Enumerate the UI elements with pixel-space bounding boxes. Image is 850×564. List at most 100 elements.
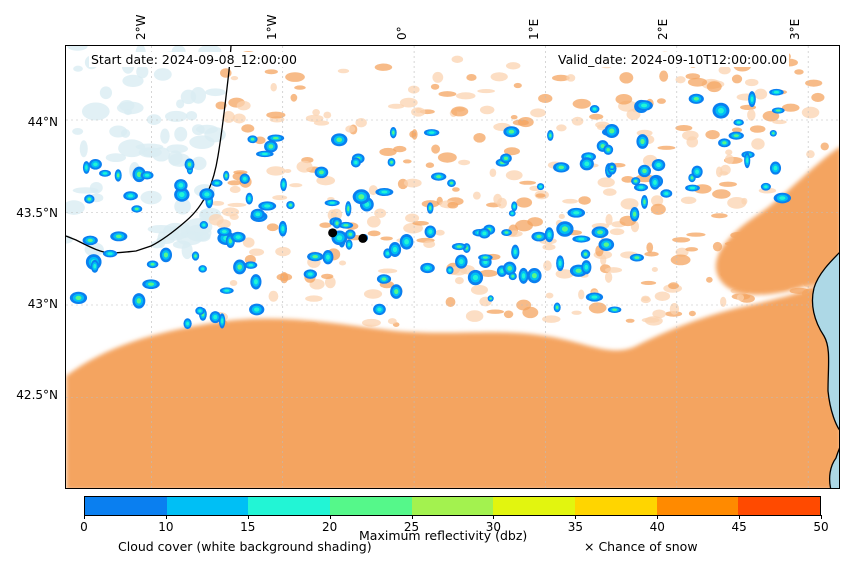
cell-core	[221, 230, 227, 234]
colorbar-tick-label: 50	[813, 520, 829, 534]
reflectivity-cell	[712, 102, 730, 119]
sea-speckle	[118, 139, 146, 158]
cell-core	[307, 272, 313, 276]
cloud-speckle	[242, 237, 255, 248]
cloud-speckle	[686, 232, 706, 237]
cloud-speckle	[731, 127, 743, 133]
cloud-speckle	[285, 72, 305, 82]
reflectivity-cells	[69, 88, 792, 330]
cloud-speckle	[731, 74, 743, 84]
cell-core	[428, 131, 435, 134]
cloud-speckle	[402, 159, 412, 164]
reflectivity-cell	[430, 172, 447, 181]
map-panel[interactable]	[65, 45, 840, 489]
cell-core	[664, 192, 669, 196]
reflectivity-cell	[685, 184, 700, 192]
cloud-speckle	[605, 267, 623, 273]
cloud-speckle	[805, 79, 823, 87]
cloud-speckle	[432, 71, 444, 83]
reflectivity-cell	[195, 306, 205, 315]
cell-core	[87, 197, 92, 201]
cloud-speckle	[619, 72, 634, 84]
cell-core	[348, 232, 353, 236]
cloud-speckle	[324, 276, 336, 289]
sea-speckle	[73, 65, 83, 72]
reflectivity-cell	[503, 126, 520, 138]
cloud-speckle	[725, 149, 733, 156]
reflectivity-cell	[174, 187, 190, 202]
reflectivity-cell	[455, 254, 468, 269]
reflectivity-cell	[511, 201, 518, 212]
cell-core	[428, 229, 433, 234]
cloud-speckle	[479, 269, 498, 277]
colorbar-segment	[330, 497, 412, 515]
reflectivity-cell	[278, 220, 288, 237]
reflectivity-cell	[159, 247, 173, 263]
cell-core	[319, 170, 324, 175]
cloud-speckle	[675, 76, 686, 84]
reflectivity-cell	[508, 210, 516, 217]
colorbar-tick-label: 0	[80, 520, 88, 534]
cloud-speckle	[538, 93, 553, 103]
lat-label-44n: 44°N	[27, 115, 58, 129]
map-canvas[interactable]	[66, 46, 840, 489]
cloud-speckle	[566, 74, 576, 82]
colorbar-tickmark	[329, 515, 331, 519]
cloud-speckle	[294, 85, 306, 90]
sea-speckle	[153, 68, 172, 81]
cloud-speckle	[545, 292, 554, 299]
reflectivity-cell	[399, 233, 414, 250]
reflectivity-cell	[250, 274, 262, 290]
cloud-speckle	[227, 180, 242, 186]
cloud-speckle	[806, 150, 815, 159]
cloud-speckle	[296, 160, 313, 173]
cloud-speckle	[644, 251, 659, 257]
cell-core	[482, 231, 487, 236]
reflectivity-cell	[508, 272, 517, 281]
reflectivity-cell	[211, 179, 223, 187]
cloud-speckle	[751, 138, 765, 150]
cell-core	[656, 162, 661, 168]
cloud-speckle	[542, 315, 561, 323]
cloud-speckle	[602, 188, 617, 196]
cloud-speckle	[387, 103, 405, 109]
cloud-speckle	[513, 82, 522, 89]
cloud-speckle	[659, 70, 669, 82]
lon-label-0: 0°	[395, 26, 409, 40]
cloud-speckle	[668, 282, 680, 290]
reflectivity-cell	[424, 225, 437, 239]
colorbar-segment	[575, 497, 657, 515]
reflectivity-cell	[580, 249, 591, 259]
reflectivity-cell	[303, 269, 317, 279]
cell-core	[583, 252, 588, 256]
reflectivity-cell	[314, 166, 329, 179]
cloud-speckle	[465, 310, 484, 322]
reflectivity-cell	[502, 261, 517, 276]
reflectivity-cell	[345, 201, 352, 217]
reflectivity-cell	[553, 162, 570, 173]
cell-core	[504, 231, 509, 234]
cloud-speckle	[319, 222, 332, 228]
reflectivity-cell	[376, 274, 392, 284]
reflectivity-cell	[82, 161, 90, 174]
sea-speckle	[119, 100, 135, 112]
colorbar-tickmark	[165, 515, 167, 519]
sea-speckle	[176, 99, 185, 109]
reflectivity-cell	[660, 189, 673, 198]
cloud-speckle	[670, 254, 691, 266]
cloud-speckle	[236, 100, 251, 111]
cell-core	[584, 264, 589, 270]
cloud-speckle	[316, 175, 336, 186]
cell-core	[102, 172, 108, 175]
cell-core	[456, 245, 462, 248]
sea-speckle	[174, 198, 191, 215]
reflectivity-cell	[641, 195, 648, 209]
cloud-speckle	[211, 200, 225, 206]
cloud-speckle	[227, 202, 247, 207]
cell-core	[459, 259, 464, 265]
cell-core	[764, 185, 768, 189]
cell-core	[638, 186, 644, 189]
cell-core	[329, 201, 335, 205]
sea-speckle	[123, 108, 133, 116]
cloud-speckle	[374, 63, 393, 71]
